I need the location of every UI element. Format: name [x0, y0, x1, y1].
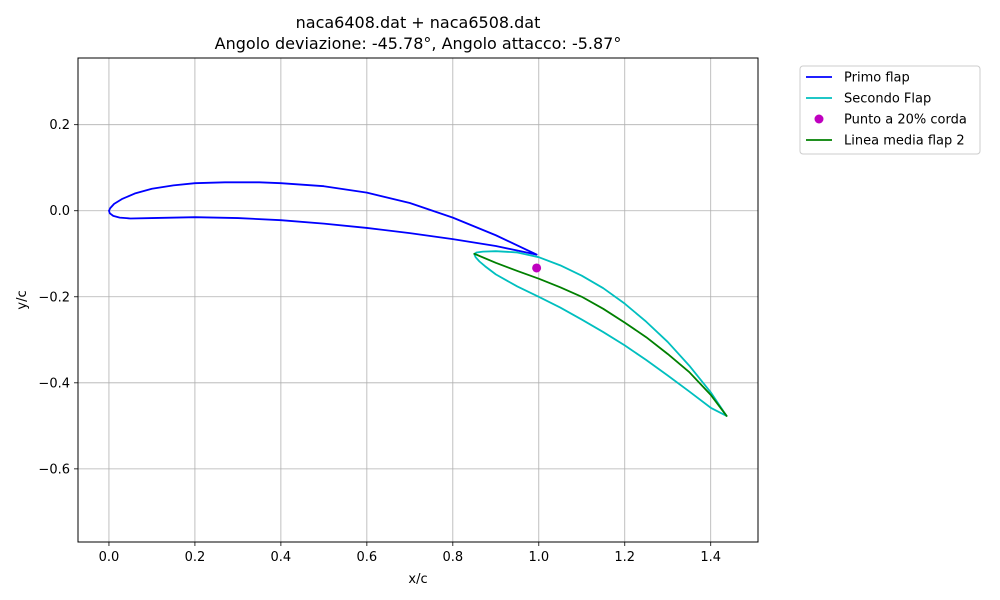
x-tick-label: 0.0 — [99, 550, 120, 565]
legend-box — [799, 65, 981, 155]
x-tick-label: 1.2 — [614, 550, 635, 565]
chart-title: naca6408.dat + naca6508.dat — [296, 13, 541, 32]
series-layer — [108, 181, 728, 417]
x-axis-label: x/c — [408, 572, 427, 587]
series-line-secondo-flap — [473, 250, 728, 417]
legend-label: Punto a 20% corda — [844, 113, 967, 128]
legend-label: Primo flap — [844, 71, 910, 86]
chart-subtitle: Angolo deviazione: -45.78°, Angolo attac… — [215, 34, 622, 53]
legend: Primo flap Secondo Flap Punto a 20% corda L… — [799, 65, 981, 155]
y-tick-label: 0.2 — [49, 118, 70, 133]
y-axis-label: y/c — [15, 290, 30, 309]
series-line-primo-flap — [108, 181, 538, 256]
y-tick-label: −0.4 — [38, 376, 70, 391]
y-tick-label: 0.0 — [49, 204, 70, 219]
series-marker-punto-a-20-corda — [532, 263, 542, 273]
ticks: 0.0 0.2 0.4 0.6 0.8 1.0 1.2 1.4 0.2 0.0 −0.2 −0.4 −0… — [38, 118, 721, 565]
plot-frame — [77, 57, 759, 543]
legend-swatch — [814, 114, 824, 124]
x-tick-label: 0.6 — [357, 550, 378, 565]
series-line-linea-media-flap-2 — [473, 252, 728, 417]
y-tick-label: −0.2 — [38, 290, 70, 305]
x-tick-label: 1.0 — [528, 550, 549, 565]
x-tick-label: 1.4 — [700, 550, 721, 565]
y-tick-label: −0.6 — [38, 462, 70, 477]
x-tick-label: 0.2 — [185, 550, 206, 565]
x-tick-label: 0.8 — [442, 550, 463, 565]
legend-label: Linea media flap 2 — [844, 134, 965, 149]
x-tick-label: 0.4 — [271, 550, 292, 565]
grid — [78, 58, 758, 542]
legend-label: Secondo Flap — [844, 92, 931, 107]
